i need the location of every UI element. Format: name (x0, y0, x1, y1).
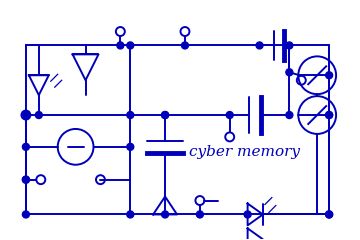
Circle shape (22, 176, 30, 183)
Circle shape (162, 112, 168, 119)
Circle shape (162, 112, 168, 119)
Circle shape (22, 176, 30, 183)
Circle shape (326, 72, 333, 79)
Circle shape (286, 112, 293, 119)
Circle shape (286, 69, 293, 76)
Circle shape (286, 42, 293, 49)
Circle shape (226, 112, 233, 119)
Circle shape (35, 112, 42, 119)
Circle shape (22, 143, 30, 150)
Circle shape (162, 211, 168, 218)
Circle shape (326, 112, 333, 119)
Circle shape (117, 42, 124, 49)
Circle shape (326, 112, 333, 119)
Circle shape (127, 42, 134, 49)
Circle shape (127, 143, 134, 150)
Circle shape (22, 112, 30, 119)
Circle shape (127, 112, 134, 119)
Circle shape (256, 42, 263, 49)
Text: cyber memory: cyber memory (189, 145, 300, 159)
Circle shape (326, 211, 333, 218)
Circle shape (181, 42, 188, 49)
Circle shape (197, 211, 203, 218)
Circle shape (244, 211, 251, 218)
Circle shape (326, 211, 333, 218)
Circle shape (22, 211, 30, 218)
Circle shape (127, 211, 134, 218)
